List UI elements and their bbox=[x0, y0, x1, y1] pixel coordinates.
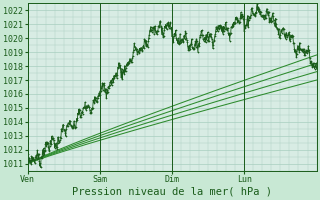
X-axis label: Pression niveau de la mer( hPa ): Pression niveau de la mer( hPa ) bbox=[72, 187, 272, 197]
